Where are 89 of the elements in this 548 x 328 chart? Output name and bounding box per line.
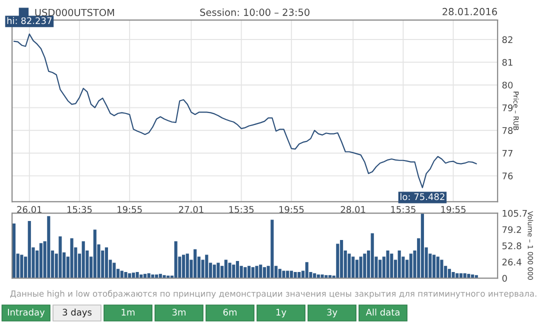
annotation: lo: 75.482 — [400, 193, 444, 200]
bar — [359, 256, 362, 278]
x-tick-label: 19:55 — [118, 206, 142, 213]
x-tick-label: 19:55 — [441, 206, 466, 213]
y-tick-label: 77 — [502, 150, 512, 157]
bar — [370, 233, 374, 278]
text: Intraday — [8, 308, 45, 318]
bar — [378, 260, 382, 278]
bar — [93, 230, 96, 278]
bar — [348, 254, 351, 278]
text: 1y — [276, 308, 286, 318]
text: 3m — [172, 308, 186, 316]
y-tick-label: 26.4 — [502, 258, 522, 266]
x-tick-label: 28.01 — [340, 206, 366, 213]
text: 3y — [327, 308, 338, 318]
bar — [162, 275, 166, 278]
x-tick-label: 19:55 — [279, 206, 304, 213]
bar — [20, 254, 24, 278]
x-tick-label: 15:35 — [391, 206, 416, 213]
text: 6m — [223, 308, 237, 316]
bar — [282, 270, 286, 278]
bar — [39, 243, 42, 278]
bar — [186, 254, 189, 278]
bar — [259, 264, 262, 278]
x-tick-label: 26.01 — [17, 206, 42, 213]
bar — [244, 267, 247, 278]
y-tick-label: 79.2 — [502, 226, 521, 234]
bar — [352, 256, 355, 278]
bar — [174, 241, 178, 278]
bar — [440, 260, 444, 278]
bar — [409, 254, 412, 278]
bar — [82, 241, 85, 278]
bar — [398, 250, 401, 278]
bar — [124, 272, 128, 278]
bar — [386, 250, 390, 278]
bar — [262, 267, 266, 278]
bar — [320, 274, 324, 278]
bar — [336, 244, 340, 278]
text: 1m — [122, 308, 135, 316]
bar — [212, 264, 216, 278]
bar — [294, 272, 297, 278]
bar — [305, 262, 308, 278]
bar — [194, 249, 197, 278]
bar — [216, 262, 220, 278]
bar — [236, 260, 240, 278]
bar — [232, 264, 236, 278]
chart-title: Session: 10:00 – 23:50 — [200, 8, 310, 16]
y-tick-label: 76 — [502, 172, 513, 180]
y-tick-label: 105.7 — [502, 210, 527, 217]
bar — [205, 254, 208, 278]
annotation: hi: 82.237 — [7, 17, 52, 24]
bar — [58, 236, 62, 278]
y-tick-label: 82 — [502, 36, 512, 44]
bar — [28, 221, 31, 278]
line-series — [13, 34, 477, 188]
text: All data — [366, 308, 400, 316]
bar — [270, 220, 274, 278]
bar — [355, 260, 358, 278]
y-tick-label: 52.8 — [502, 242, 522, 250]
bar — [224, 260, 228, 278]
bar — [420, 214, 424, 278]
y-tick-label: 79 — [502, 104, 513, 112]
bar — [340, 240, 344, 278]
y-tick-label: 78 — [502, 127, 513, 134]
bar — [363, 254, 366, 278]
bar — [104, 247, 108, 278]
bar — [112, 262, 116, 278]
bar — [390, 254, 394, 278]
y-tick-label: 81 — [502, 58, 512, 66]
bar — [255, 266, 258, 278]
bar — [436, 256, 440, 278]
x-tick-label: 15:35 — [229, 206, 254, 213]
y-tick-label: 0 — [502, 274, 507, 282]
x-tick-label: 27.01 — [178, 206, 204, 213]
bar — [452, 272, 455, 278]
bar — [248, 266, 251, 278]
bar — [182, 254, 186, 278]
bar — [47, 216, 50, 278]
bar — [70, 238, 74, 278]
text: 3 days — [62, 308, 92, 318]
bar — [12, 223, 16, 278]
y-tick-label: 80 — [502, 82, 513, 89]
bar — [251, 267, 254, 278]
text: 28.01.2016 — [442, 8, 497, 16]
bar — [432, 254, 436, 278]
legend-label: USD000UTSTOM — [35, 8, 114, 16]
text: Данные high и low отображаются по принципу демонстрации значения цены закрытия для пятиминутного интервала. — [10, 290, 536, 298]
x-tick-label: 15:35 — [67, 206, 92, 213]
bar — [228, 262, 232, 278]
